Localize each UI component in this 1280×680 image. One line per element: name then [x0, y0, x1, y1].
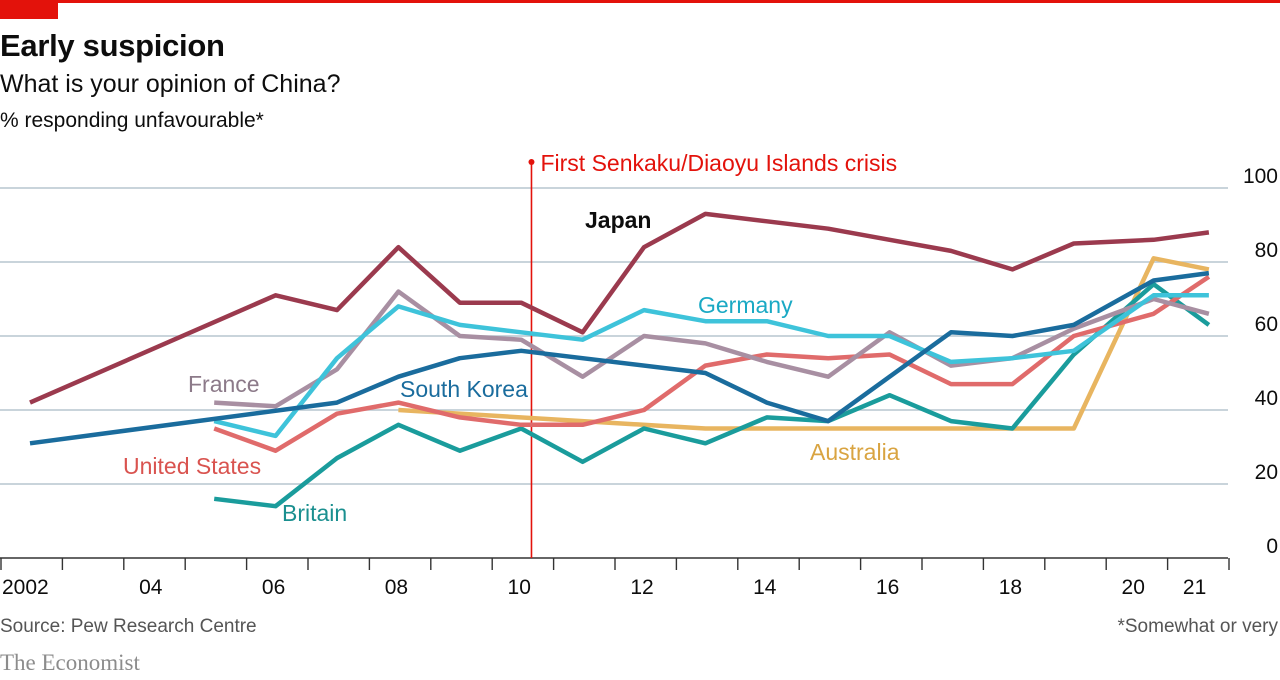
series-label-germany: Germany [698, 292, 793, 318]
brand-tag [0, 0, 58, 19]
series-line-france [214, 289, 1210, 409]
source-note: Source: Pew Research Centre [0, 616, 257, 637]
line-chart: 0 20 40 60 80 100 2002 04 06 08 10 12 14 16 18 20 21 Fi… [0, 150, 1278, 599]
x-tick-label: 16 [876, 576, 899, 599]
annotation-dot [528, 159, 535, 165]
series-label-united-states: United States [123, 453, 261, 479]
chart-units: % responding unfavourable* [0, 109, 264, 132]
series-line-united-states [213, 274, 1211, 453]
annotations: First Senkaku/Diaoyu Islands crisis [528, 150, 897, 558]
series-labels: Japan Germany France South Korea United Stat… [123, 207, 900, 526]
x-tick-label: 08 [385, 576, 408, 599]
y-tick-label: 20 [1255, 461, 1278, 484]
y-tick-label: 40 [1255, 387, 1278, 410]
series-line-germany [213, 293, 1209, 439]
series-label-france: France [188, 371, 260, 397]
series-label-japan: Japan [585, 207, 651, 233]
y-tick-label: 80 [1255, 239, 1278, 262]
series-lines [29, 211, 1211, 509]
y-tick-label: 0 [1266, 535, 1278, 558]
series-label-britain: Britain [282, 500, 347, 526]
series-line-australia [398, 256, 1210, 431]
y-tick-label: 60 [1255, 313, 1278, 336]
x-tick-label: 21 [1183, 576, 1206, 599]
chart-subtitle: What is your opinion of China? [0, 70, 341, 98]
series-label-australia: Australia [810, 439, 900, 465]
series-label-south-korea: South Korea [400, 376, 528, 402]
x-tick-label: 18 [999, 576, 1022, 599]
x-tick-label: 2002 [2, 576, 49, 599]
top-rule [0, 0, 1280, 3]
footnote: *Somewhat or very [1117, 616, 1278, 637]
y-tick-label: 100 [1243, 165, 1278, 188]
x-tick-label: 10 [508, 576, 531, 599]
gridlines: 0 20 40 60 80 100 [0, 165, 1278, 559]
series-line-britain [213, 281, 1211, 509]
brand-logo: The Economist [0, 650, 140, 675]
series-line-japan [29, 211, 1210, 405]
chart-title: Early suspicion [0, 28, 225, 63]
x-tick-label: 14 [753, 576, 777, 599]
x-tick-label: 04 [139, 576, 163, 599]
x-tick-label: 20 [1122, 576, 1145, 599]
annotation-label: First Senkaku/Diaoyu Islands crisis [540, 150, 897, 176]
series-line-south-korea [29, 270, 1210, 446]
x-tick-label: 12 [630, 576, 653, 599]
x-tick-label: 06 [262, 576, 285, 599]
x-axis: 2002 04 06 08 10 12 14 16 18 20 21 [0, 558, 1230, 599]
